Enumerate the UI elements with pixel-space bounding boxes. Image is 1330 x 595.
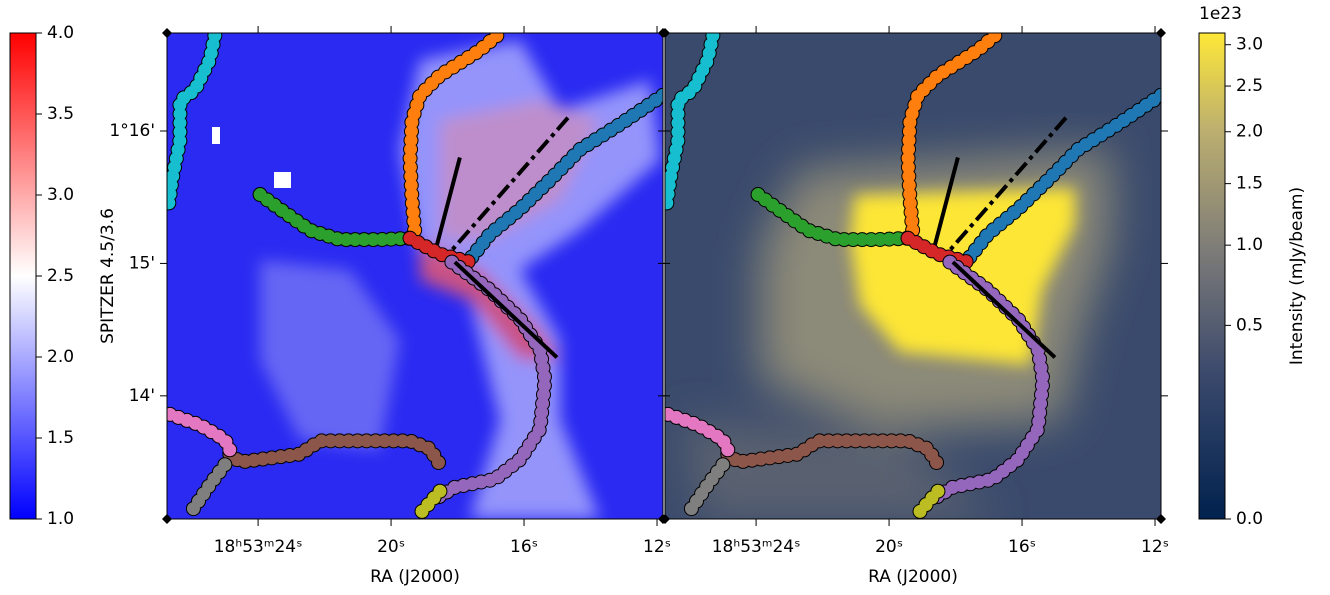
filament bbox=[167, 33, 222, 216]
y-tick-label: 15' bbox=[129, 253, 155, 273]
colorbar-tick-label: 2.0 bbox=[47, 347, 74, 367]
corner-marker bbox=[162, 514, 172, 524]
colorbar-tick-label: 1.5 bbox=[47, 428, 74, 448]
axes-frame bbox=[166, 32, 664, 520]
filament bbox=[911, 484, 945, 519]
x-tick-label: 12ˢ bbox=[643, 537, 671, 557]
filament bbox=[167, 407, 239, 461]
colorbar-tick-label: 3.5 bbox=[47, 104, 74, 124]
x-axis-label: RA (J2000) bbox=[370, 567, 460, 587]
corner-marker bbox=[660, 28, 670, 38]
filament bbox=[721, 434, 945, 472]
x-tick-label: 18ʰ53ᵐ24ˢ bbox=[712, 537, 801, 557]
corner-marker bbox=[1156, 514, 1166, 524]
filament bbox=[665, 33, 720, 216]
cut-line bbox=[933, 156, 960, 246]
x-tick-label: 16ˢ bbox=[1008, 537, 1036, 557]
filament bbox=[413, 484, 447, 519]
x-tick-label: 18ʰ53ᵐ24ˢ bbox=[214, 537, 303, 557]
filament bbox=[751, 188, 915, 247]
colorbar-2 bbox=[1198, 32, 1226, 520]
filament bbox=[926, 255, 1050, 506]
filament bbox=[428, 255, 552, 506]
colorbar-tick-label: 1.0 bbox=[47, 509, 74, 529]
colorbar-tick-label: 3.0 bbox=[47, 185, 74, 205]
filament bbox=[223, 434, 447, 472]
x-axis-label: RA (J2000) bbox=[868, 567, 958, 587]
colorbar-1 bbox=[9, 32, 37, 520]
filament bbox=[681, 458, 730, 519]
colorbar-tick-label: 0.0 bbox=[1236, 509, 1263, 529]
colorbar-tick-label: 2.5 bbox=[1236, 76, 1263, 96]
colorbar-label: SPITZER 4.5/3.6 bbox=[98, 208, 118, 344]
x-tick-label: 20ˢ bbox=[377, 537, 405, 557]
colorbar-tick-label: 0.5 bbox=[1236, 315, 1263, 335]
axes-frame bbox=[664, 32, 1162, 520]
cut-line bbox=[453, 260, 559, 359]
corner-marker bbox=[660, 514, 670, 524]
filament bbox=[253, 188, 417, 247]
filament bbox=[665, 407, 737, 461]
colorbar-tick-label: 2.5 bbox=[47, 266, 74, 286]
cut-line bbox=[951, 260, 1057, 359]
filament bbox=[403, 231, 477, 269]
colorbar-tick-label: 1.5 bbox=[1236, 174, 1263, 194]
colorbar-offset: 1e23 bbox=[1199, 4, 1242, 24]
colorbar-tick-label: 1.0 bbox=[1236, 235, 1263, 255]
colorbar-label: Intensity (mJy/beam) bbox=[1287, 187, 1307, 365]
colorbar-tick-label: 2.0 bbox=[1236, 122, 1263, 142]
y-tick-label: 1°16' bbox=[109, 121, 155, 141]
x-tick-label: 16ˢ bbox=[510, 537, 538, 557]
corner-marker bbox=[162, 28, 172, 38]
filament bbox=[461, 88, 663, 269]
filament bbox=[403, 33, 504, 241]
intensity-image bbox=[665, 33, 1161, 519]
filament bbox=[959, 88, 1161, 269]
filament bbox=[183, 458, 232, 519]
x-tick-label: 20ˢ bbox=[875, 537, 903, 557]
filament bbox=[901, 231, 975, 269]
cut-line bbox=[435, 156, 462, 246]
overlay bbox=[167, 33, 663, 519]
overlay bbox=[665, 33, 1161, 519]
y-tick-label: 14' bbox=[129, 386, 155, 406]
filament bbox=[901, 33, 1002, 241]
corner-marker bbox=[1156, 28, 1166, 38]
x-tick-label: 12ˢ bbox=[1141, 537, 1169, 557]
colorbar-tick-label: 3.0 bbox=[1236, 35, 1263, 55]
colorbar-tick-label: 4.0 bbox=[47, 23, 74, 43]
